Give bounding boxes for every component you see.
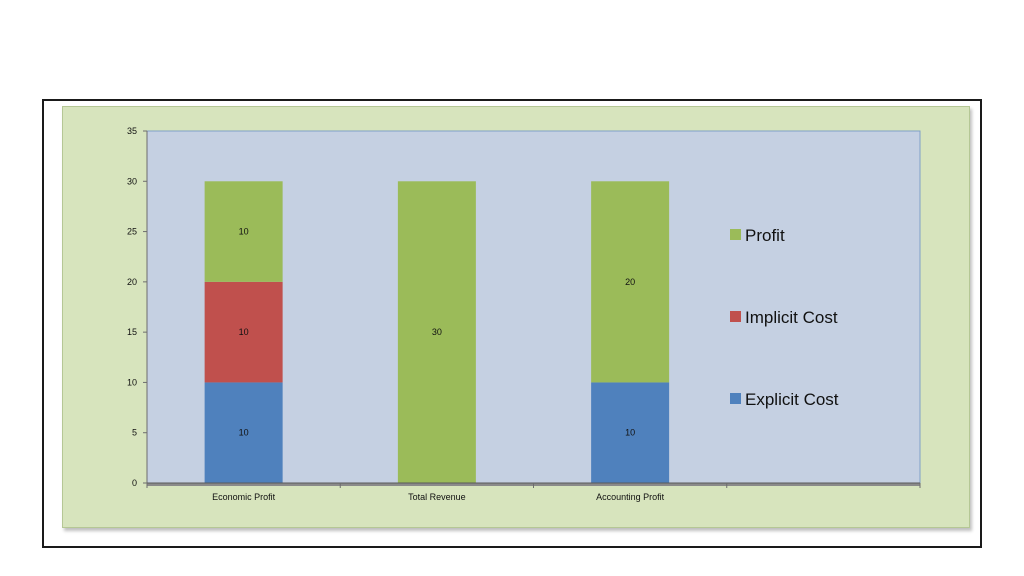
- legend-label-implicit-cost: Implicit Cost: [745, 308, 838, 327]
- data-label-accounting-profit-explicit-cost: 10: [625, 428, 635, 438]
- data-label-total-revenue-profit: 30: [432, 327, 442, 337]
- y-tick-label: 0: [132, 478, 137, 488]
- legend-swatch-explicit-cost: [730, 393, 741, 404]
- bar-accounting-profit-explicit-cost: [591, 382, 670, 483]
- data-label-economic-profit-explicit-cost: 10: [239, 428, 249, 438]
- data-label-accounting-profit-profit: 20: [625, 277, 635, 287]
- bar-accounting-profit-profit: [591, 181, 670, 383]
- data-label-economic-profit-profit: 10: [239, 227, 249, 237]
- legend-label-explicit-cost: Explicit Cost: [745, 390, 839, 409]
- y-tick-label: 20: [127, 277, 137, 287]
- legend-item-implicit-cost: Implicit Cost: [730, 308, 838, 327]
- data-labels: 10 10 10 30 10 20: [239, 227, 636, 438]
- x-tick-label-economic-profit: Economic Profit: [212, 492, 276, 502]
- y-tick-label: 30: [127, 176, 137, 186]
- legend-item-profit: Profit: [730, 226, 785, 245]
- y-tick-label: 5: [132, 428, 137, 438]
- legend-swatch-profit: [730, 229, 741, 240]
- x-tick-label-accounting-profit: Accounting Profit: [596, 492, 665, 502]
- y-tick-label: 35: [127, 126, 137, 136]
- bar-economic-profit-implicit-cost: [204, 281, 283, 383]
- y-tick-label: 25: [127, 227, 137, 237]
- bar-economic-profit-profit: [204, 181, 283, 282]
- bar-total-revenue-profit: [397, 181, 476, 484]
- bar-economic-profit-explicit-cost: [204, 382, 283, 483]
- legend-swatch-implicit-cost: [730, 311, 741, 322]
- x-tick-label-total-revenue: Total Revenue: [408, 492, 466, 502]
- legend-label-profit: Profit: [745, 226, 785, 245]
- legend: Profit Implicit Cost Explicit Cost: [730, 226, 839, 409]
- y-tick-label: 10: [127, 377, 137, 387]
- y-tick-label: 15: [127, 327, 137, 337]
- data-label-economic-profit-implicit-cost: 10: [239, 327, 249, 337]
- axes: 0 5 10 15 20 25 30 35 Economic Profit Total Reven…: [127, 126, 921, 502]
- legend-item-explicit-cost: Explicit Cost: [730, 390, 839, 409]
- bars: [204, 181, 670, 484]
